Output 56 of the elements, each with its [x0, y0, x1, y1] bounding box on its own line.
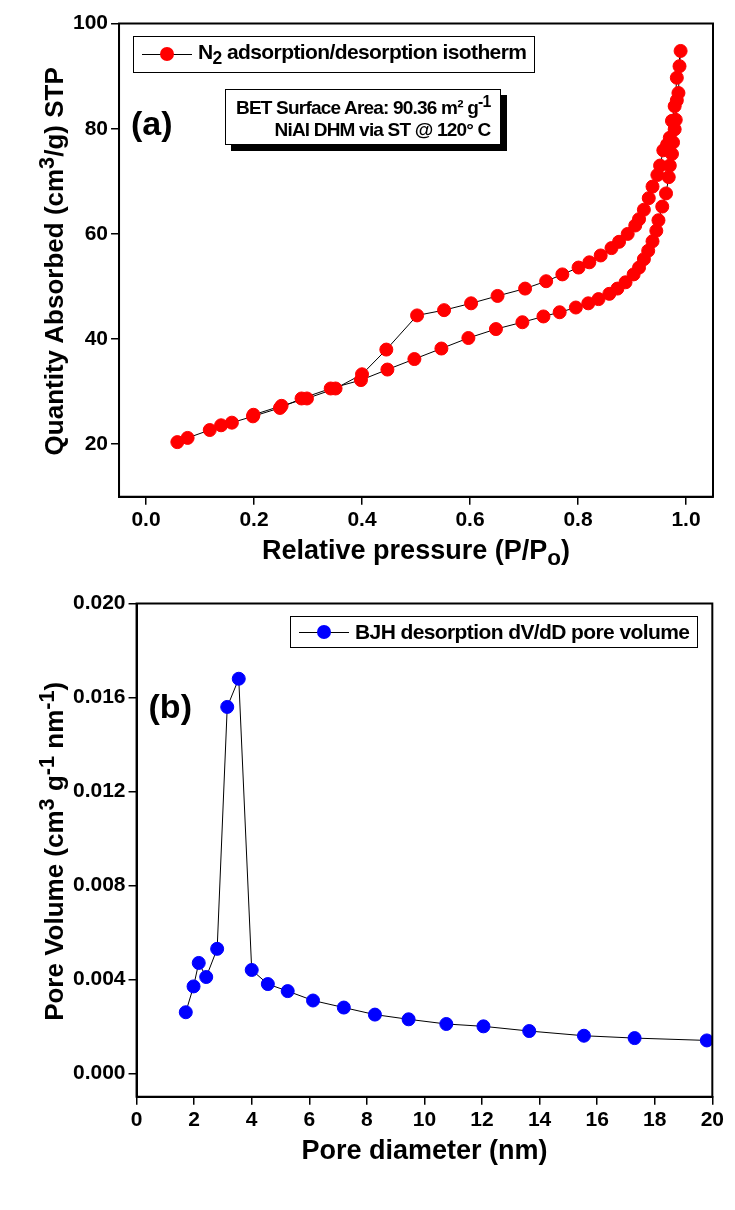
point [401, 1012, 416, 1027]
y-tick-label: 0.020 [72, 590, 126, 614]
x-tick-label: 0.0 [131, 507, 161, 531]
y-tick-label: 60 [84, 220, 109, 244]
x-tick-label: 2 [188, 1107, 200, 1131]
x-tick-label: 0.8 [563, 507, 593, 531]
x-tick-label: 18 [643, 1107, 667, 1131]
y-tick-label: 0.016 [72, 684, 126, 708]
point [191, 955, 206, 970]
point [439, 1016, 454, 1031]
point [627, 1031, 642, 1046]
annotation: (a) [131, 104, 173, 144]
x-tick-label: 4 [245, 1107, 258, 1131]
x-tick-label: 8 [361, 1107, 374, 1131]
x-tick-label: 0 [130, 1107, 143, 1131]
point [186, 979, 201, 994]
point [522, 1024, 537, 1039]
point [199, 970, 214, 985]
y-tick-label: 80 [84, 115, 109, 139]
x-tick-label: 1.0 [671, 507, 701, 531]
x-tick-label: 12 [470, 1107, 494, 1131]
y-tick-label: 0.008 [72, 872, 126, 896]
point [210, 941, 225, 956]
x-axis-title: Relative pressure (P/P$_{o}$) [261, 534, 571, 572]
point [244, 962, 259, 977]
x-tick-label: 0.6 [455, 507, 485, 531]
y-tick-label: 40 [84, 325, 109, 349]
point [178, 1005, 193, 1020]
x-tick-label: 6 [303, 1107, 316, 1131]
point [699, 1033, 713, 1048]
y-tick-label: 0.012 [72, 778, 126, 802]
x-axis-title: Pore diameter (nm) [300, 1134, 549, 1166]
annotation: BET Surface Area: 90.36 m² g$^{-1}$ [236, 92, 491, 119]
point [476, 1019, 491, 1034]
y-tick-label: 0.000 [72, 1060, 126, 1084]
x-tick-label: 14 [527, 1107, 552, 1131]
x-tick-label: 0.2 [239, 507, 269, 531]
point [280, 984, 295, 999]
point [231, 671, 246, 686]
y-tick-label: 100 [72, 10, 109, 34]
legend-label: BJH desorption dV/dD pore volume [354, 619, 690, 644]
point [367, 1007, 382, 1022]
point [576, 1028, 591, 1043]
point [220, 699, 235, 714]
point [260, 977, 275, 992]
y-tick-label: 20 [84, 431, 109, 455]
y-tick-label: 0.004 [72, 966, 126, 990]
x-tick-label: 10 [412, 1107, 437, 1131]
annotation: NiAl DHM via ST @ 120° C [273, 118, 491, 141]
x-tick-label: 16 [585, 1107, 609, 1131]
x-tick-label: 20 [700, 1107, 724, 1131]
point [306, 993, 321, 1008]
point [336, 1000, 351, 1015]
annotation: (b) [148, 687, 192, 727]
legend-label: N$_{2}$ adsorption/desorption isotherm [198, 39, 527, 69]
x-tick-label: 0.4 [347, 507, 377, 531]
